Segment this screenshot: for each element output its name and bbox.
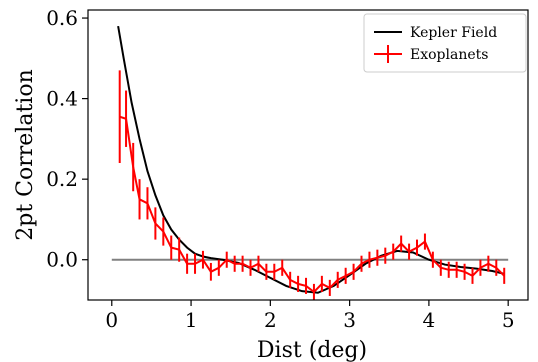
exoplanets-line <box>119 115 505 294</box>
legend-exoplanets-label: Exoplanets <box>410 47 488 63</box>
legend: Kepler Field Exoplanets <box>363 13 527 73</box>
y-tick-label: 0.0 <box>46 248 78 272</box>
x-tick-label: 5 <box>502 308 515 332</box>
y-tick-label: 0.4 <box>46 87 78 111</box>
x-tick-label: 1 <box>185 308 198 332</box>
x-axis-label: Dist (deg) <box>257 338 367 362</box>
y-tick-label: 0.6 <box>46 6 78 30</box>
axes: 0 1 2 3 4 5 0.0 0.2 0.4 0.6 <box>46 6 529 332</box>
y-tick-label: 0.2 <box>46 167 78 191</box>
legend-box <box>363 13 527 73</box>
x-tick-label: 3 <box>343 308 356 332</box>
legend-kepler-label: Kepler Field <box>410 25 497 41</box>
y-axis-label: 2pt Correlation <box>13 69 38 241</box>
x-tick-label: 4 <box>423 308 436 332</box>
plot-frame <box>87 9 529 301</box>
x-tick-label: 0 <box>105 308 118 332</box>
plot-area <box>111 25 509 300</box>
x-tick-label: 2 <box>264 308 277 332</box>
kepler-field-line <box>117 25 505 294</box>
